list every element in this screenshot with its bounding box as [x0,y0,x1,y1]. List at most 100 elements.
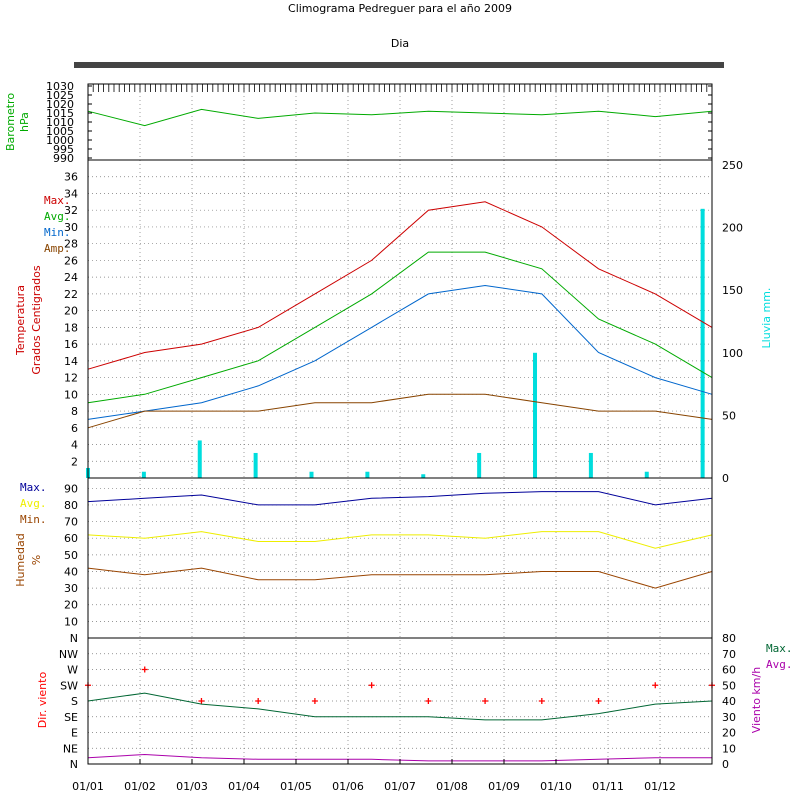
baro-y-tick: 1000 [46,134,74,147]
data-layer [85,108,715,762]
baro-y-tick: 1025 [46,89,74,102]
chart-title: Climograma Pedreguer para el año 2009 [288,2,512,15]
baro-y-tick: 1020 [46,98,74,111]
x-tick-label: 01/04 [228,780,260,793]
wind-dir-tick: S [71,695,78,708]
x-tick-label: 01/05 [280,780,312,793]
temp-y-tick: 18 [64,321,78,334]
wind-y2-tick: 80 [722,632,736,645]
hum-y-tick: 10 [64,615,78,628]
wind-y2-tick: 0 [722,758,729,771]
wind-dir-point [652,682,659,689]
wind-y2-tick: 60 [722,664,736,677]
hum-y-tick: 60 [64,532,78,545]
rain-bar [700,208,705,478]
wind-dir-tick: SE [64,711,78,724]
baro-series-line [87,108,713,127]
grid-layer [87,84,712,764]
wind-y2-tick: 70 [722,648,736,661]
baro-ylabel-2: hPa [18,112,31,132]
wind-y2-tick: 50 [722,679,736,692]
wind-y2-tick: 30 [722,711,736,724]
temp-series-line-4 [87,393,713,429]
rain-y2-tick: 200 [722,222,743,235]
x-tick-label: 01/07 [384,780,416,793]
temp-series-line-2 [87,251,713,404]
rain-bar [588,452,593,478]
hum-y-tick: 30 [64,582,78,595]
rain-y2-tick: 150 [722,284,743,297]
temp-y-tick: 24 [64,271,78,284]
temp-y-tick: 10 [64,388,78,401]
hum-ylabel-1: Humedad [14,533,27,586]
wind-legend-2: Avg. [766,658,793,671]
baro-y-tick: 1010 [46,116,74,129]
temp-y-tick: 32 [64,204,78,217]
x-tick-label: 01/10 [540,780,572,793]
temp-ylabel-2: Grados Centigrados [30,265,43,374]
rain-y2-tick: 0 [722,472,729,485]
temp-legend-3: Min. [44,226,71,239]
wind-dir-point [368,682,375,689]
wind-y2-tick: 40 [722,695,736,708]
wind-speed-line-1 [87,692,713,721]
temp-legend-4: Amp. [44,242,71,255]
hum-series-line-3 [87,567,713,589]
hum-ylabel-2: % [30,555,43,565]
wind-dir-point [538,698,545,704]
x-tick-label: 01/01 [72,780,104,793]
temp-y-tick: 8 [71,405,78,418]
wind-dir-point [255,698,262,704]
rain-bar [309,471,314,478]
rain-bar [533,352,538,478]
baro-y-tick: 1005 [46,125,74,138]
temp-y-tick: 14 [64,355,78,368]
wind-dir-tick: N [70,758,78,771]
x-tick-label: 01/11 [592,780,624,793]
wind-dir-tick: E [71,727,78,740]
panel-frame [87,477,713,639]
hum-legend-1: Max. [20,481,47,494]
baro-y-tick: 1030 [46,80,74,93]
x-tick-label: 01/06 [332,780,364,793]
baro-y-tick: 995 [53,143,74,156]
wind-dir-point [595,698,602,704]
wind-y2-tick: 10 [722,742,736,755]
temp-y-tick: 36 [64,171,78,184]
wind-legend-1: Max. [766,642,793,655]
hum-legend-2: Avg. [20,497,47,510]
hum-series-line-1 [87,491,713,506]
rain-y2-tick: 50 [722,409,736,422]
temp-y-tick: 30 [64,221,78,234]
rain-y2-label: Lluvia mm. [760,288,773,349]
temp-y-tick: 16 [64,338,78,351]
rain-bar [141,471,146,478]
rain-bar [477,452,482,478]
wind-dir-top-tick: N [70,632,78,645]
hum-y-tick: 20 [64,599,78,612]
wind-dir-tick: W [67,664,78,677]
hum-y-tick: 40 [64,565,78,578]
hum-y-tick: 90 [64,482,78,495]
hum-y-tick: 50 [64,549,78,562]
baro-ylabel-1: Barometro [4,93,17,151]
x-tick-label: 01/03 [176,780,208,793]
hum-y-tick: 80 [64,499,78,512]
rain-y2-tick: 100 [722,347,743,360]
hum-y-tick: 70 [64,516,78,529]
temp-y-tick: 28 [64,238,78,251]
x-tick-label: 01/12 [644,780,676,793]
wind-dir-label: Dir. viento [36,672,49,729]
panel-frame [87,159,713,479]
wind-dir-tick: SW [60,679,78,692]
rain-y2-tick: 250 [722,159,743,172]
temp-y-tick: 2 [71,455,78,468]
temp-y-tick: 12 [64,372,78,385]
labels-layer: 01/01 01/02 01/03 01/04 01/05 01/06 01/07 01/08… [4,80,793,793]
top-axis-band [74,62,724,68]
temp-y-tick: 4 [71,439,78,452]
wind-dir-point [141,666,148,673]
rain-bar [253,452,258,478]
temp-series-line-3 [87,284,713,420]
